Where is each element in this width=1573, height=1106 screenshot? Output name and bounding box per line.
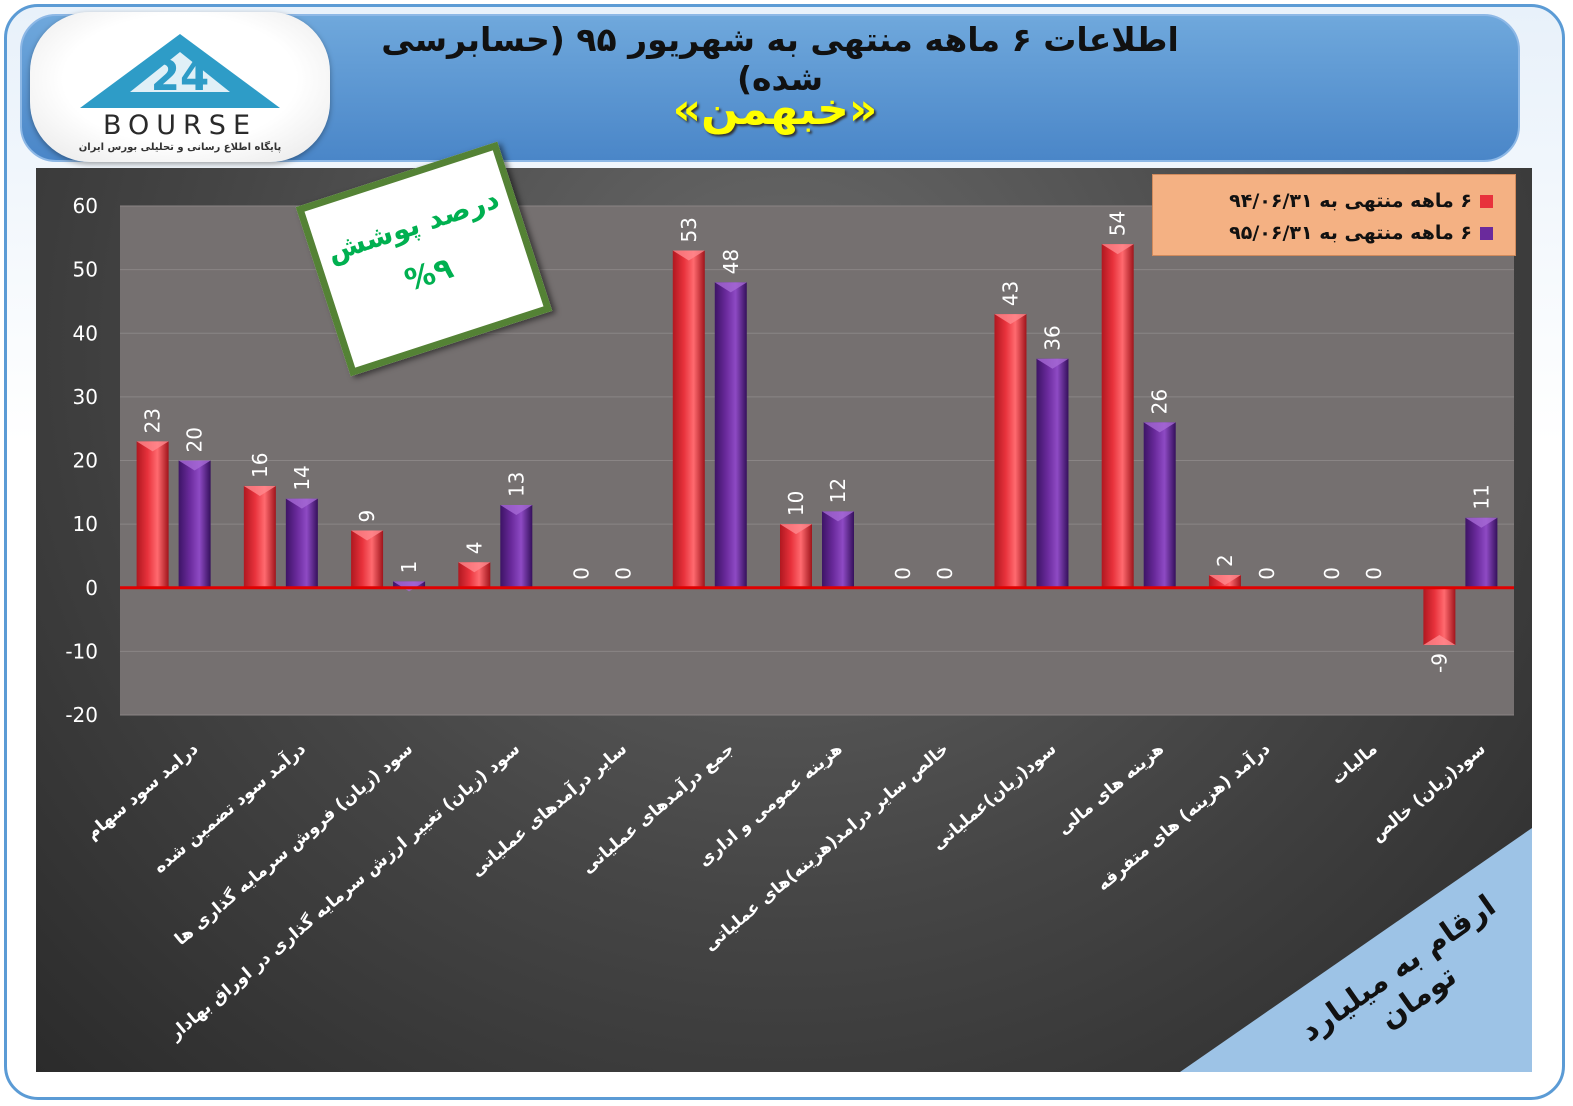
chart-legend: ۶ ماهه منتهی به ۹۴/۰۶/۳۱ ۶ ماهه منتهی به… — [1152, 174, 1516, 256]
data-label-series2: 48 — [719, 249, 743, 274]
bar-series2 — [714, 282, 747, 588]
bar-series2 — [822, 511, 854, 588]
bar-cap-series2 — [714, 282, 747, 293]
data-label-series2: 11 — [1469, 484, 1493, 509]
data-label-series2: 1 — [397, 561, 421, 574]
bar-cap-series1 — [458, 562, 491, 573]
y-tick-label: 40 — [73, 321, 98, 345]
bar-series2 — [1143, 422, 1176, 588]
y-tick-label: -20 — [65, 703, 98, 727]
bar-series2 — [1465, 517, 1498, 588]
bar-series2 — [500, 505, 533, 588]
logo-subtitle: پایگاه اطلاع رسانی و تحلیلی بورس ایران — [78, 142, 282, 153]
data-label-series1: 4 — [462, 542, 486, 555]
bar-cap-series1 — [351, 530, 384, 541]
logo-text: BOURSE — [102, 110, 258, 141]
bar-cap-series2 — [822, 511, 854, 522]
svg-text:24: 24 — [151, 51, 209, 100]
bar-series1 — [136, 441, 169, 588]
bar-series2 — [178, 460, 211, 588]
data-label-series2: 0 — [1362, 567, 1386, 580]
data-label-series2: 0 — [933, 567, 957, 580]
bar-series2 — [285, 498, 318, 588]
bar-series1 — [243, 485, 276, 588]
symbol-title: «خبهمن» — [672, 84, 878, 135]
data-label-series1: 23 — [141, 408, 165, 433]
bar-cap-series1 — [243, 485, 276, 496]
y-tick-label: 20 — [73, 449, 98, 473]
data-label-series2: 36 — [1040, 325, 1064, 350]
logo-mountain-icon: 24 — [80, 34, 280, 108]
y-tick-label: 30 — [73, 385, 98, 409]
data-label-series1: -9 — [1427, 653, 1451, 673]
bar-cap-series1 — [136, 441, 169, 452]
bar-cap-series1 — [780, 524, 812, 535]
units-triangle — [1180, 828, 1532, 1072]
data-label-series2: 0 — [1255, 567, 1279, 580]
data-label-series1: 16 — [248, 452, 272, 477]
bar-series1 — [994, 314, 1027, 588]
bar-series1 — [780, 524, 812, 588]
bar-series1 — [672, 250, 705, 588]
bar-cap-series2 — [285, 498, 318, 509]
legend-swatch-series1 — [1480, 194, 1493, 208]
y-tick-label: -10 — [65, 639, 98, 663]
data-label-series2: 26 — [1148, 389, 1172, 414]
legend-swatch-series2 — [1480, 226, 1493, 240]
data-label-series2: 13 — [504, 472, 528, 497]
data-label-series1: 53 — [677, 217, 701, 242]
legend-item-series2: ۶ ماهه منتهی به ۹۵/۰۶/۳۱ — [1153, 217, 1493, 249]
bar-series2 — [1036, 358, 1069, 588]
bar-cap-series1 — [1101, 244, 1134, 255]
y-tick-label: 50 — [73, 258, 98, 282]
units-banner — [1180, 828, 1532, 1072]
y-tick-label: 0 — [85, 576, 98, 600]
data-label-series2: 20 — [183, 427, 207, 452]
page-title: اطلاعات ۶ ماهه منتهی به شهریور ۹۵ (حسابر… — [381, 20, 1179, 98]
data-label-series1: 54 — [1106, 211, 1130, 236]
bar-cap-series1 — [1423, 635, 1456, 646]
bar-cap-series1 — [672, 250, 705, 261]
data-label-series2: 0 — [612, 567, 636, 580]
data-label-series1: 0 — [1320, 567, 1344, 580]
bourse-logo: 24 BOURSE پایگاه اطلاع رسانی و تحلیلی بو… — [30, 12, 330, 162]
data-label-series1: 0 — [570, 567, 594, 580]
data-label-series2: 14 — [290, 465, 314, 490]
data-label-series1: 9 — [355, 510, 379, 523]
bar-cap-series2 — [178, 460, 211, 471]
data-label-series2: 12 — [826, 478, 850, 503]
bar-cap-series2 — [1036, 358, 1069, 369]
bar-cap-series2 — [500, 505, 533, 516]
bar-cap-series2 — [1143, 422, 1176, 433]
y-tick-label: 60 — [73, 194, 98, 218]
data-label-series1: 2 — [1213, 554, 1237, 567]
legend-item-series1: ۶ ماهه منتهی به ۹۴/۰۶/۳۱ — [1153, 185, 1493, 217]
legend-label-series2: ۶ ماهه منتهی به ۹۵/۰۶/۳۱ — [1229, 222, 1472, 244]
bar-series1 — [1101, 244, 1134, 588]
y-tick-label: 10 — [73, 512, 98, 536]
bar-cap-series2 — [1465, 517, 1498, 528]
data-label-series1: 43 — [998, 281, 1022, 306]
data-label-series1: 0 — [891, 567, 915, 580]
bar-cap-series1 — [994, 314, 1027, 325]
data-label-series1: 10 — [784, 491, 808, 516]
legend-label-series1: ۶ ماهه منتهی به ۹۴/۰۶/۳۱ — [1229, 190, 1472, 212]
bar-cap-series1 — [1208, 575, 1241, 586]
